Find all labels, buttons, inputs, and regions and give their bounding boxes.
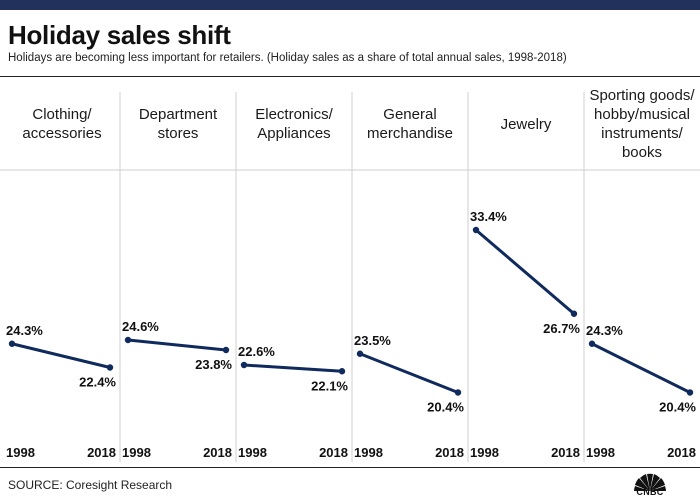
end-value-label: 20.4%: [659, 400, 696, 415]
x-tick-label: 1998: [122, 445, 151, 460]
start-point: [472, 226, 480, 234]
category-label-line: Sporting goods/: [589, 87, 695, 104]
x-tick-label: 2018: [551, 445, 580, 460]
series-line: [590, 342, 692, 394]
end-point: [338, 368, 346, 375]
x-tick-label: 2018: [667, 445, 696, 460]
category-label-line: accessories: [22, 125, 102, 142]
end-value-label: 22.4%: [79, 375, 116, 390]
start-value-label: 33.4%: [470, 209, 507, 224]
category-label-line: Electronics/: [255, 106, 333, 123]
category-label-line: stores: [157, 125, 199, 142]
x-tick-label: 1998: [470, 445, 499, 460]
category-label: General merchandise: [352, 86, 468, 162]
end-value-label: 22.1%: [311, 378, 348, 393]
x-tick-label: 2018: [319, 445, 348, 460]
x-tick-label: 2018: [87, 445, 116, 460]
series-line: [358, 352, 460, 394]
x-tick-label: 1998: [586, 445, 615, 460]
start-value-label: 22.6%: [238, 344, 275, 359]
x-tick-label: 1998: [6, 445, 35, 460]
source-note: SOURCE: Coresight Research: [8, 478, 173, 492]
start-point: [124, 336, 132, 344]
category-label-line: hobby/musical: [594, 106, 690, 123]
start-point: [240, 361, 248, 369]
start-point: [356, 350, 364, 357]
end-point: [222, 346, 230, 354]
series-line: [126, 338, 228, 352]
top-accent-bar: [0, 0, 700, 10]
category-label: Department stores: [120, 86, 236, 162]
category-label-line: merchandise: [367, 125, 453, 142]
end-point: [454, 389, 462, 396]
start-value-label: 23.5%: [354, 333, 391, 348]
end-point: [686, 389, 694, 396]
x-tick-label: 2018: [203, 445, 232, 460]
end-value-label: 23.8%: [195, 357, 232, 372]
series-line: [474, 228, 576, 316]
start-value-label: 24.3%: [6, 323, 43, 338]
category-label-line: Clothing/: [32, 106, 92, 123]
series-line: [242, 363, 344, 373]
x-tick-label: 2018: [435, 445, 464, 460]
category-label-line: General: [383, 106, 437, 123]
category-label: Clothing/accessories: [4, 86, 120, 162]
end-value-label: 20.4%: [427, 400, 464, 415]
series-line: [10, 342, 112, 369]
category-label: Electronics/Appliances: [236, 86, 352, 162]
start-value-label: 24.6%: [122, 319, 159, 334]
start-point: [588, 340, 596, 347]
end-point: [106, 364, 114, 371]
category-label-line: Department: [138, 106, 218, 123]
category-label-line: Appliances: [257, 125, 331, 142]
chart-title: Holiday sales shift: [8, 20, 231, 50]
start-point: [8, 340, 16, 347]
footer-rule: [0, 467, 700, 468]
peacock-icon: [634, 473, 666, 491]
x-tick-label: 1998: [354, 445, 383, 460]
category-label: Sporting goods/hobby/musical instruments/…: [584, 86, 700, 162]
category-label-line: Jewelry: [500, 115, 552, 133]
category-label-line: books: [621, 144, 662, 161]
x-tick-label: 1998: [238, 445, 267, 460]
end-point: [570, 310, 578, 317]
cnbc-logo-text: CNBC: [636, 487, 664, 497]
category-label: Jewelry: [468, 86, 584, 162]
chart-subtitle: Holidays are becoming less important for…: [8, 52, 567, 64]
category-label-line: instruments/: [601, 125, 683, 142]
header-rule: [0, 76, 700, 77]
end-value-label: 26.7%: [543, 321, 580, 336]
start-value-label: 24.3%: [586, 323, 623, 338]
